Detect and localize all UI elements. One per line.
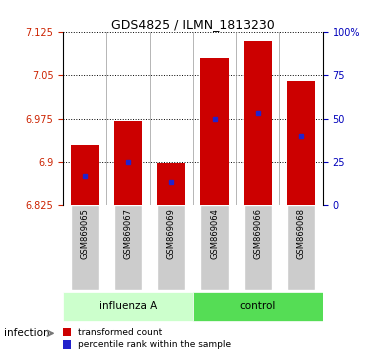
Title: GDS4825 / ILMN_1813230: GDS4825 / ILMN_1813230 — [111, 18, 275, 31]
Bar — [63, 340, 71, 349]
Bar — [200, 58, 229, 205]
Bar — [70, 145, 99, 205]
Text: influenza A: influenza A — [99, 301, 157, 311]
Bar — [63, 292, 193, 321]
Text: GSM869068: GSM869068 — [297, 208, 306, 259]
Text: control: control — [240, 301, 276, 311]
Text: GSM869069: GSM869069 — [167, 208, 176, 259]
Bar — [244, 41, 272, 205]
Text: infection: infection — [4, 328, 49, 338]
Bar — [157, 205, 186, 290]
Text: GSM869066: GSM869066 — [253, 208, 262, 259]
Bar — [193, 292, 323, 321]
Bar — [287, 81, 315, 205]
Text: GSM869065: GSM869065 — [80, 208, 89, 259]
Bar — [70, 205, 99, 290]
Bar — [114, 205, 142, 290]
Text: percentile rank within the sample: percentile rank within the sample — [78, 340, 231, 349]
Bar — [63, 327, 71, 336]
Text: GSM869064: GSM869064 — [210, 208, 219, 259]
Bar — [200, 205, 229, 290]
Bar — [114, 121, 142, 205]
Bar — [157, 163, 186, 205]
Bar — [287, 205, 315, 290]
Bar — [244, 205, 272, 290]
Text: transformed count: transformed count — [78, 327, 162, 337]
Text: GSM869067: GSM869067 — [124, 208, 132, 259]
